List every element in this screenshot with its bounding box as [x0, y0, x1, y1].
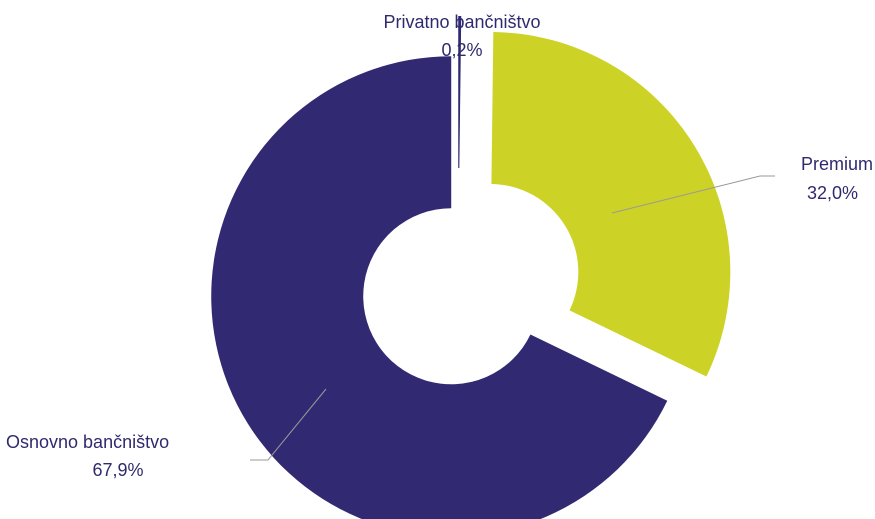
- slice-label-premium: Premium: [801, 154, 873, 174]
- leader-lines-group: [250, 175, 775, 461]
- slices-group: [211, 16, 731, 519]
- slice-label-privatno: Privatno bančništvo: [383, 12, 540, 32]
- slice-value-premium: 32,0%: [807, 183, 858, 203]
- leader-line-osnovno: [250, 388, 327, 461]
- slice-privatno: [458, 16, 462, 169]
- slice-value-privatno: 0,2%: [441, 40, 482, 60]
- slice-osnovno: [211, 56, 668, 519]
- leader-line-premium: [611, 175, 775, 214]
- slice-label-osnovno: Osnovno bančništvo: [6, 432, 169, 452]
- slice-value-osnovno: 67,9%: [92, 460, 143, 480]
- slice-premium: [491, 32, 731, 377]
